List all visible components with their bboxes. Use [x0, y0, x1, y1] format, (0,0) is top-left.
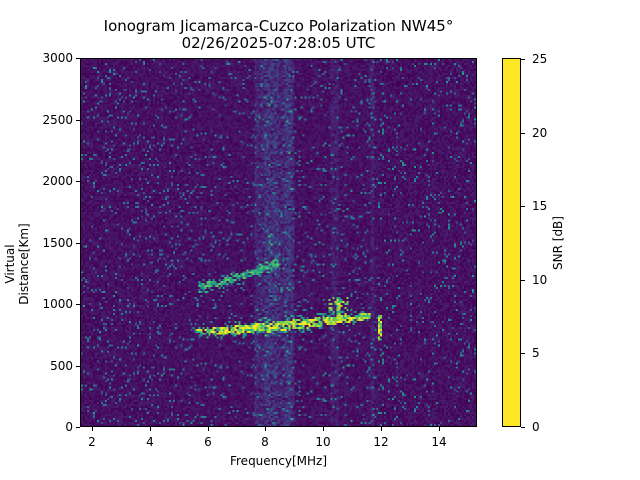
colorbar-tick-mark — [521, 59, 525, 60]
x-tick-label: 6 — [204, 435, 212, 449]
x-tick-mark — [265, 427, 266, 431]
colorbar-tick-label: 10 — [532, 273, 548, 287]
y-tick-label: 0 — [65, 420, 73, 434]
colorbar-tick-label: 5 — [532, 346, 540, 360]
y-tick-mark — [76, 58, 80, 59]
y-tick-label: 500 — [50, 359, 73, 373]
x-tick-mark — [439, 427, 440, 431]
colorbar-tick-label: 0 — [532, 420, 540, 434]
y-tick-mark — [76, 427, 80, 428]
x-tick-label: 12 — [373, 435, 389, 449]
colorbar-tick-mark — [521, 280, 525, 281]
chart-subtitle: 02/26/2025-07:28:05 UTC — [181, 34, 376, 52]
x-tick-mark — [208, 427, 209, 431]
x-tick-mark — [323, 427, 324, 431]
colorbar-tick-label: 25 — [532, 52, 548, 66]
x-tick-label: 4 — [146, 435, 154, 449]
colorbar-tick-label: 20 — [532, 126, 548, 140]
y-axis-label: Virtual Distance[Km] — [3, 223, 31, 305]
colorbar-tick-label: 15 — [532, 199, 548, 213]
x-tick-mark — [381, 427, 382, 431]
x-tick-label: 10 — [315, 435, 331, 449]
y-tick-label: 2000 — [42, 174, 73, 188]
y-tick-label: 3000 — [42, 51, 73, 65]
y-tick-mark — [76, 304, 80, 305]
colorbar-tick-mark — [521, 133, 525, 134]
heatmap-canvas — [81, 59, 476, 426]
colorbar-tick-mark — [521, 206, 525, 207]
y-tick-label: 1500 — [42, 236, 73, 250]
x-axis-label: Frequency[MHz] — [229, 454, 328, 468]
colorbar-tick-mark — [521, 427, 525, 428]
colorbar — [502, 58, 521, 427]
x-tick-mark — [150, 427, 151, 431]
x-tick-label: 14 — [431, 435, 447, 449]
ionogram-heatmap — [80, 58, 477, 427]
x-tick-label: 2 — [88, 435, 96, 449]
chart-title: Ionogram Jicamarca-Cuzco Polarization NW… — [103, 17, 454, 35]
x-tick-mark — [92, 427, 93, 431]
y-tick-mark — [76, 243, 80, 244]
y-tick-mark — [76, 181, 80, 182]
y-tick-label: 2500 — [42, 113, 73, 127]
colorbar-label: SNR [dB] — [551, 216, 565, 270]
y-tick-mark — [76, 120, 80, 121]
y-tick-label: 1000 — [42, 297, 73, 311]
y-tick-mark — [76, 366, 80, 367]
colorbar-tick-mark — [521, 353, 525, 354]
x-tick-label: 8 — [261, 435, 269, 449]
